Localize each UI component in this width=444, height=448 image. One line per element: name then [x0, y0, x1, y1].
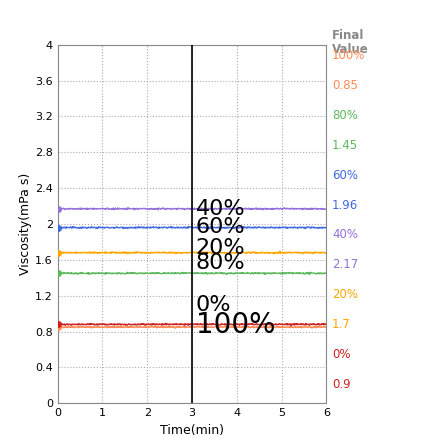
Text: 1.7: 1.7 — [332, 318, 351, 331]
Text: 40%: 40% — [196, 199, 245, 219]
Text: 100%: 100% — [332, 49, 365, 62]
Text: 0.85: 0.85 — [332, 79, 358, 92]
Text: 0.9: 0.9 — [332, 378, 351, 391]
Text: 80%: 80% — [332, 109, 358, 122]
Text: 60%: 60% — [196, 217, 245, 237]
Text: 1.96: 1.96 — [332, 198, 358, 211]
Text: 20%: 20% — [332, 288, 358, 301]
Text: 100%: 100% — [196, 311, 275, 339]
Text: 80%: 80% — [196, 254, 245, 273]
X-axis label: Time(min): Time(min) — [160, 424, 224, 437]
Text: 20%: 20% — [196, 238, 245, 258]
Text: Value: Value — [332, 43, 369, 56]
Text: 0%: 0% — [196, 295, 231, 314]
Text: 0%: 0% — [332, 348, 351, 361]
Text: 60%: 60% — [332, 169, 358, 182]
Text: 1.45: 1.45 — [332, 139, 358, 152]
Y-axis label: Viscosity(mPa s): Viscosity(mPa s) — [19, 173, 32, 275]
Text: 40%: 40% — [332, 228, 358, 241]
Text: 2.17: 2.17 — [332, 258, 358, 271]
Text: Final: Final — [332, 29, 365, 42]
